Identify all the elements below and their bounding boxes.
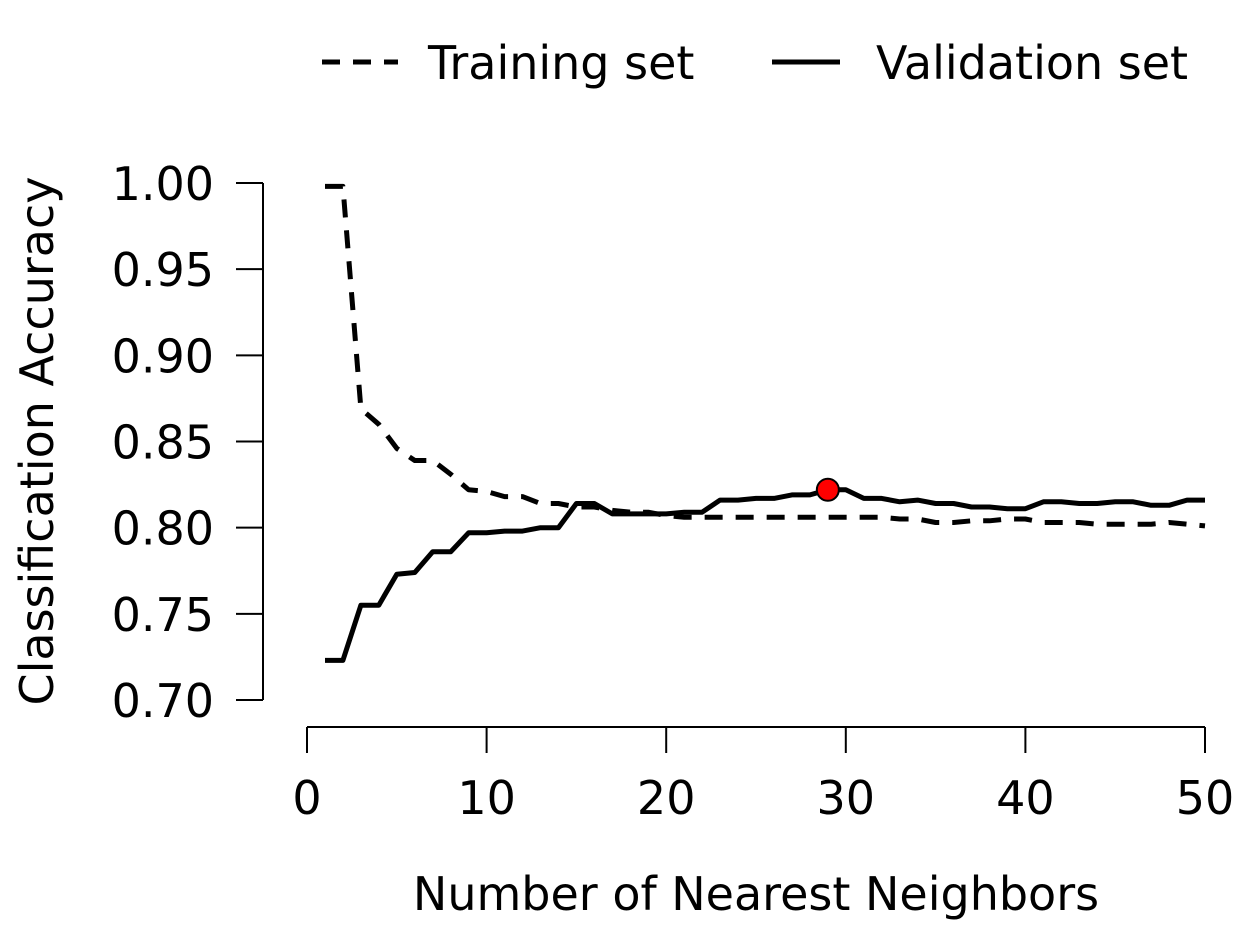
y-tick-label: 0.85 xyxy=(112,416,214,470)
x-tick-label: 20 xyxy=(637,771,696,825)
best-accuracy-marker xyxy=(815,477,840,502)
y-tick-label: 0.95 xyxy=(112,243,214,297)
y-tick-label: 1.00 xyxy=(112,157,214,211)
x-tick-label: 10 xyxy=(457,771,516,825)
x-tick-label: 0 xyxy=(292,771,321,825)
x-tick-label: 30 xyxy=(817,771,876,825)
training-set-line xyxy=(325,183,1206,529)
x-tick-label: 50 xyxy=(1176,771,1235,825)
series-layer xyxy=(325,183,1206,663)
y-tick-label: 0.90 xyxy=(112,329,214,383)
validation-set-line xyxy=(325,487,1205,663)
y-tick-label: 0.70 xyxy=(112,674,214,728)
legend-label-validation: Validation set xyxy=(876,36,1188,90)
legend-label-training: Training set xyxy=(427,36,694,90)
y-ticks: 0.70 0.75 0.80 0.85 0.90 0.95 1.00 xyxy=(112,157,263,728)
y-axis-title: Classification Accuracy xyxy=(10,177,64,706)
y-tick-label: 0.80 xyxy=(112,502,214,556)
x-tick-label: 40 xyxy=(996,771,1055,825)
x-ticks: 0 10 20 30 40 50 xyxy=(292,727,1234,825)
x-axis-title: Number of Nearest Neighbors xyxy=(413,867,1099,921)
legend: Training set Validation set xyxy=(322,36,1188,90)
y-tick-label: 0.75 xyxy=(112,588,214,642)
